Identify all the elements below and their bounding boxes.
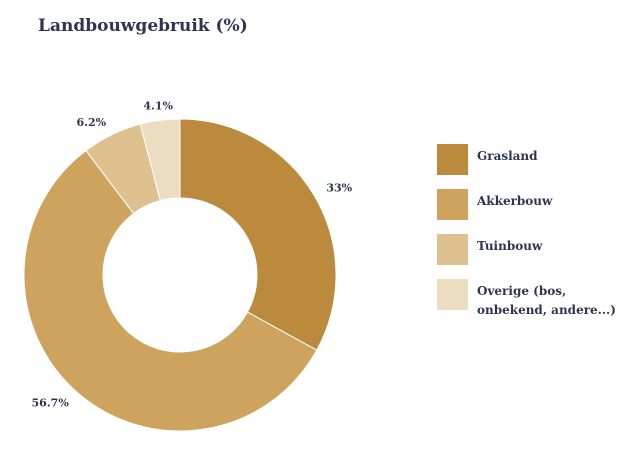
slice-label-akkerbouw: 56.7% bbox=[32, 397, 70, 410]
legend: Grasland Akkerbouw Tuinbouw Overige (bos… bbox=[437, 144, 627, 324]
donut-slice-grasland bbox=[179, 118, 337, 351]
legend-item-grasland: Grasland bbox=[437, 144, 627, 189]
donut-slice-akkerbouw bbox=[23, 149, 318, 432]
legend-swatch-tuinbouw bbox=[437, 234, 468, 265]
slice-label-overige: 4.1% bbox=[143, 99, 173, 112]
legend-item-akkerbouw: Akkerbouw bbox=[437, 189, 627, 234]
donut-slice-overige bbox=[139, 118, 181, 202]
slice-label-grasland: 33% bbox=[326, 181, 352, 194]
legend-label-grasland: Grasland bbox=[477, 149, 538, 163]
legend-swatch-grasland bbox=[437, 144, 468, 175]
legend-item-tuinbouw: Tuinbouw bbox=[437, 234, 627, 279]
legend-swatch-overige bbox=[437, 279, 468, 310]
legend-label-tuinbouw: Tuinbouw bbox=[477, 239, 543, 253]
slice-label-tuinbouw: 6.2% bbox=[77, 116, 107, 129]
legend-label-overige: Overige (bos, onbekend, andere...) bbox=[477, 284, 616, 317]
legend-swatch-akkerbouw bbox=[437, 189, 468, 220]
legend-label-akkerbouw: Akkerbouw bbox=[477, 194, 553, 208]
chart-title: Landbouwgebruik (%) bbox=[38, 16, 248, 36]
legend-item-overige: Overige (bos, onbekend, andere...) bbox=[437, 279, 627, 324]
